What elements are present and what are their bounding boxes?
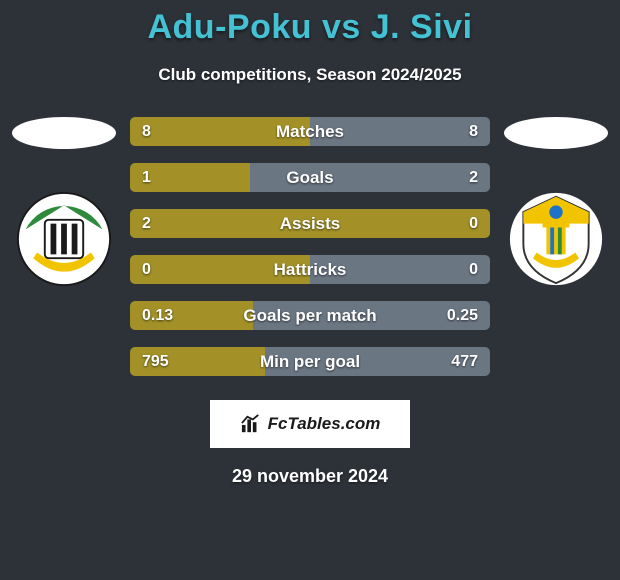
stat-bar: 0 Hattricks 0 [130,255,490,284]
stat-value-right: 0 [469,215,478,233]
right-player-column [502,117,610,287]
stat-value-left: 0 [142,261,151,279]
stat-value-right: 2 [469,169,478,187]
stat-label: Assists [280,214,340,234]
page-title: Adu-Poku vs J. Sivi [0,0,620,47]
attribution-text: FcTables.com [268,414,381,434]
stat-bar: 8 Matches 8 [130,117,490,146]
attribution-badge: FcTables.com [210,400,410,448]
comparison-content: 8 Matches 8 1 Goals 2 2 Assists 0 0 Hattricks 0 0.13… [0,117,620,376]
stat-value-left: 0.13 [142,307,173,325]
chart-icon [240,414,262,434]
stat-bar: 1 Goals 2 [130,163,490,192]
stat-bar: 795 Min per goal 477 [130,347,490,376]
stat-value-right: 8 [469,123,478,141]
date-label: 29 november 2024 [0,466,620,487]
flag-right [504,117,608,149]
club-crest-right [508,191,604,287]
stat-value-left: 2 [142,215,151,233]
stat-bars: 8 Matches 8 1 Goals 2 2 Assists 0 0 Hattricks 0 0.13… [130,117,490,376]
stat-value-left: 8 [142,123,151,141]
left-player-column [10,117,118,287]
stat-bar: 2 Assists 0 [130,209,490,238]
stat-label: Hattricks [274,260,347,280]
stat-label: Goals per match [243,306,376,326]
stat-value-left: 795 [142,353,169,371]
stat-label: Matches [276,122,344,142]
club-crest-left [16,191,112,287]
subtitle: Club competitions, Season 2024/2025 [0,65,620,85]
stat-value-left: 1 [142,169,151,187]
stat-value-right: 0.25 [447,307,478,325]
stat-value-right: 0 [469,261,478,279]
stat-label: Min per goal [260,352,360,372]
stat-value-right: 477 [451,353,478,371]
stat-bar: 0.13 Goals per match 0.25 [130,301,490,330]
flag-left [12,117,116,149]
stat-label: Goals [286,168,333,188]
